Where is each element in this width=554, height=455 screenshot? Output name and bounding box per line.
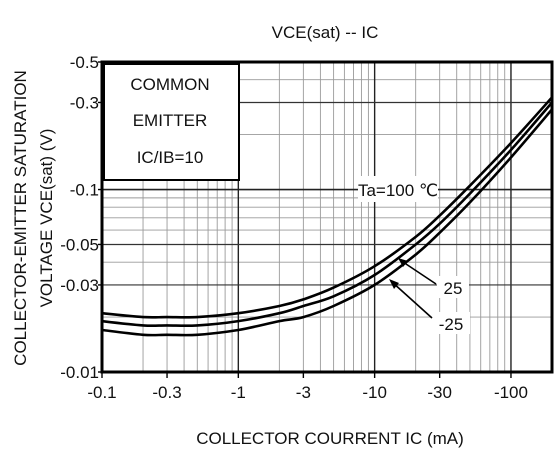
x-tick-label: -0.3 xyxy=(152,383,181,402)
y-tick-label: -0.3 xyxy=(70,93,99,112)
series-line-0 xyxy=(102,96,552,319)
pointer-arrow-25 xyxy=(398,258,408,267)
x-tick-label: -10 xyxy=(362,383,387,402)
condition-line3: IC/IB=10 xyxy=(137,148,204,167)
y-tick-label: -0.05 xyxy=(60,235,99,254)
y-tick-label: -0.03 xyxy=(60,276,99,295)
plot-frame xyxy=(100,60,554,374)
pointer-line-25 xyxy=(399,259,437,285)
condition-box-frame xyxy=(103,63,240,181)
condition-box: COMMON EMITTER IC/IB=10 xyxy=(103,63,240,181)
x-tick-label: -30 xyxy=(427,383,452,402)
curve-label-bg-100 xyxy=(358,176,438,202)
curve-label-m25: -25 xyxy=(439,315,464,334)
y-tick-label: -0.01 xyxy=(60,363,99,382)
x-tick-label: -1 xyxy=(231,383,246,402)
curve-label-25: 25 xyxy=(444,279,463,298)
condition-line2: EMITTER xyxy=(133,111,208,130)
x-tick-label: -100 xyxy=(494,383,528,402)
y-tick-label: -0.1 xyxy=(70,181,99,200)
series-line-2 xyxy=(102,108,552,337)
x-tick-labels: -0.1 -0.3 -1 -3 -10 -30 -100 xyxy=(87,372,528,402)
x-tick-label: -0.1 xyxy=(87,383,116,402)
y-tick-labels: -0.5 -0.3 -0.1 -0.05 -0.03 -0.01 xyxy=(60,53,102,382)
y-axis-title-line2: VOLTAGE VCE(sat) (V) xyxy=(37,129,56,308)
x-axis-title: COLLECTOR COURRENT IC (mA) xyxy=(196,429,464,448)
curve-label-bg-m25 xyxy=(432,312,470,334)
y-axis-title-line1: COLLECTOR-EMITTER SATURATION xyxy=(11,70,30,366)
pointer-line-m25 xyxy=(391,281,433,319)
chart-title: VCE(sat) -- IC xyxy=(272,23,379,42)
y-tick-label: -0.5 xyxy=(70,53,99,72)
pointer-arrow-m25 xyxy=(389,279,399,289)
curve-label-ta-100: Ta=100 ℃ xyxy=(358,181,438,200)
series-line-1 xyxy=(102,101,552,328)
series-curves xyxy=(102,96,552,337)
x-tick-label: -3 xyxy=(296,383,311,402)
curve-label-bg-25 xyxy=(437,276,469,298)
condition-line1: COMMON xyxy=(130,75,209,94)
curve-labels: Ta=100 ℃ 25 -25 xyxy=(358,176,470,334)
